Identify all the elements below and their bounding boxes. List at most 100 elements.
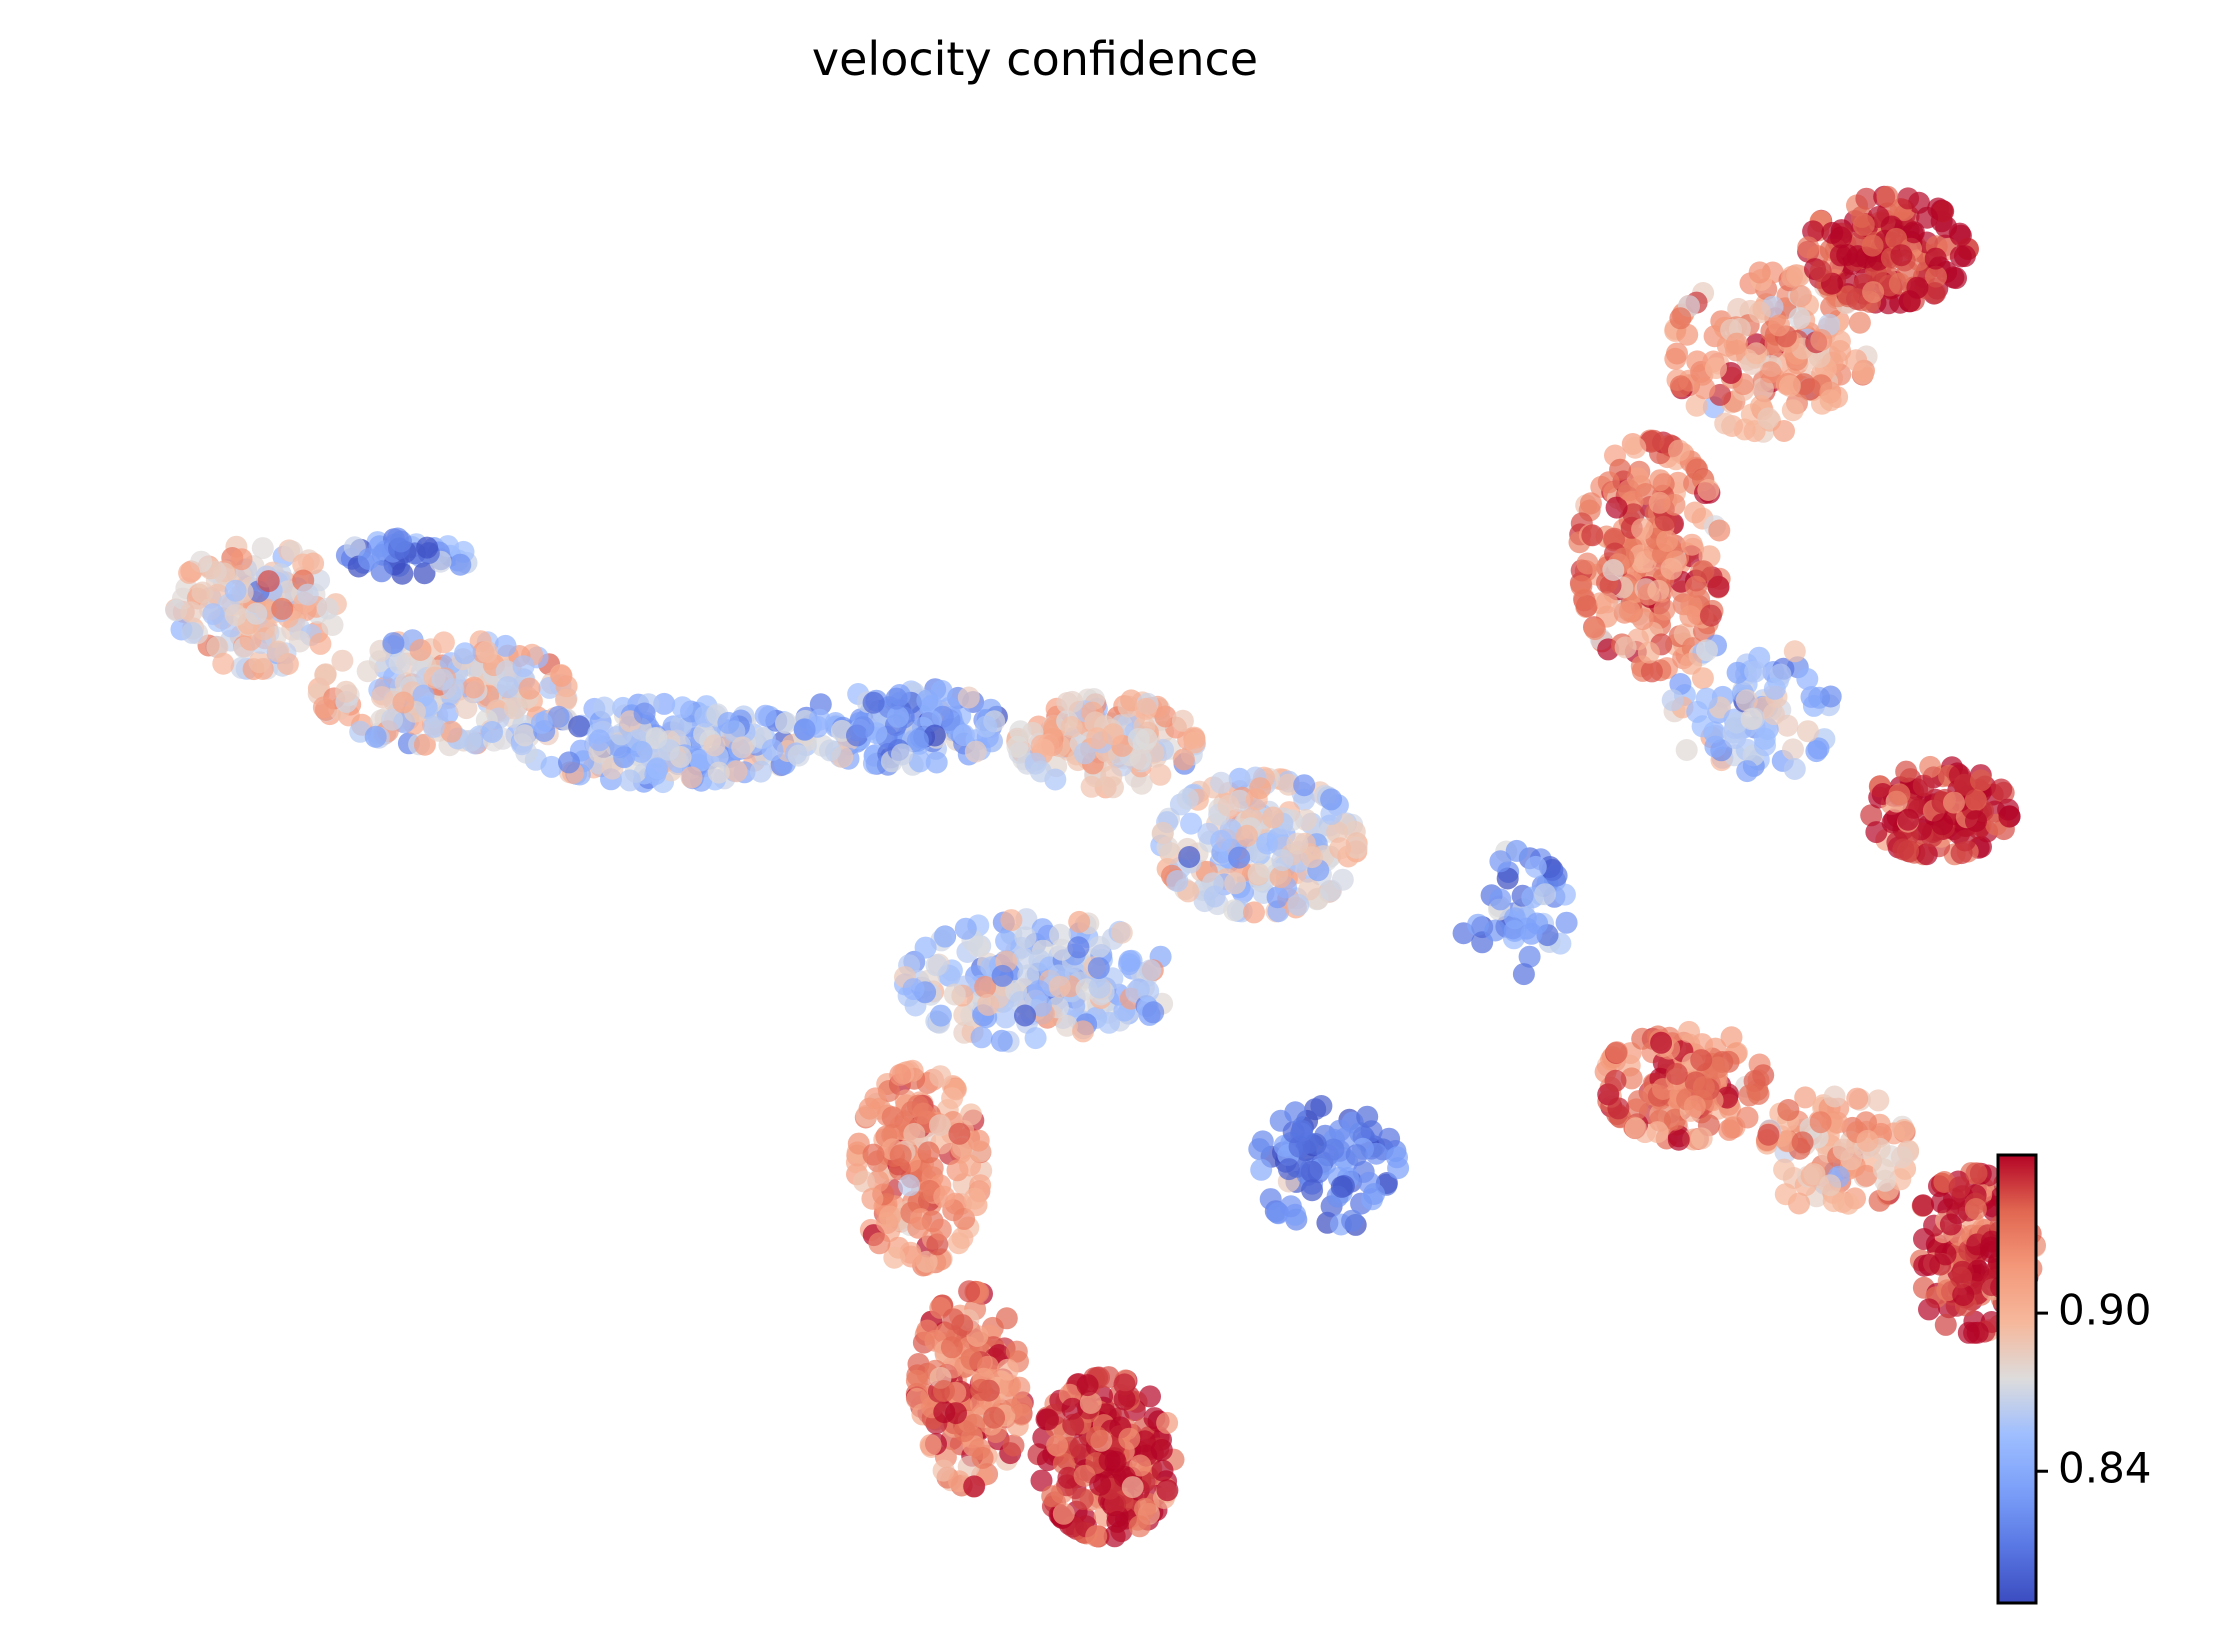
scatter-point: [1918, 1253, 1940, 1276]
scatter-point: [513, 724, 536, 747]
scatter-point: [1727, 297, 1750, 320]
scatter-point: [1708, 519, 1731, 542]
scatter-point: [1061, 1397, 1084, 1420]
scatter-point: [952, 724, 975, 747]
scatter-point: [1031, 918, 1054, 941]
scatter-point: [462, 676, 485, 699]
scatter-point: [1934, 1243, 1957, 1266]
scatter-point: [413, 733, 436, 756]
scatter-point: [1913, 1228, 1935, 1250]
scatter-point: [959, 1154, 981, 1177]
scatter-point: [191, 581, 214, 604]
scatter-point: [953, 1420, 976, 1443]
scatter-point: [971, 1446, 994, 1469]
scatter-point: [1796, 720, 1819, 743]
scatter-point: [1966, 1321, 1989, 1344]
scatter-point: [550, 664, 573, 687]
scatter-point: [1378, 1127, 1401, 1150]
scatter-point: [1100, 765, 1123, 788]
scatter-point: [1930, 1191, 1953, 1214]
scatter-point: [908, 750, 931, 773]
scatter-point: [933, 1380, 955, 1402]
scatter-point: [929, 1065, 952, 1088]
scatter-point: [1762, 703, 1785, 726]
scatter-point: [1570, 575, 1593, 597]
scatter-point: [964, 740, 987, 763]
scatter-point: [1998, 805, 2021, 828]
scatter-point: [1819, 685, 1842, 708]
scatter-point: [925, 954, 948, 977]
scatter-point: [1897, 808, 1920, 831]
scatter-point: [1624, 1117, 1647, 1140]
scatter-point: [1867, 1089, 1890, 1112]
scatter-point: [1934, 1313, 1957, 1336]
scatter-point: [1104, 1450, 1127, 1473]
scatter-point: [370, 686, 393, 709]
scatter-point: [1925, 265, 1947, 288]
scatter-point: [853, 1170, 875, 1193]
scatter-point: [1575, 595, 1598, 618]
scatter-point: [364, 725, 387, 748]
scatter-point: [731, 736, 754, 759]
scatter-point: [1322, 1138, 1345, 1161]
scatter-point: [1759, 361, 1782, 384]
scatter-point: [1048, 975, 1071, 998]
scatter-point: [970, 1378, 993, 1401]
scatter-point: [224, 604, 247, 627]
scatter-point: [1679, 605, 1702, 628]
scatter-point: [787, 744, 810, 767]
scatter-point: [1915, 843, 1938, 866]
scatter-point: [1892, 838, 1915, 861]
scatter-point: [388, 652, 411, 675]
scatter-point: [1129, 1454, 1152, 1477]
scatter-point: [1631, 518, 1654, 541]
scatter-point: [1104, 1493, 1127, 1515]
scatter-point: [889, 1063, 912, 1086]
scatter-point: [1243, 901, 1265, 924]
scatter-point: [449, 553, 472, 576]
scatter-point: [1489, 850, 1512, 873]
scatter-point: [1166, 870, 1189, 892]
scatter-point: [958, 1280, 981, 1303]
scatter-point: [440, 720, 463, 743]
scatter-point: [1667, 1128, 1690, 1151]
scatter-point: [1345, 836, 1368, 859]
scatter-point: [1919, 755, 1942, 778]
scatter-point: [316, 597, 339, 620]
scatter-point: [271, 597, 294, 620]
scatter-point: [1725, 332, 1748, 355]
scatter-point: [1826, 1111, 1849, 1134]
scatter-point: [1803, 1163, 1826, 1186]
scatter-point: [1291, 1119, 1314, 1142]
scatter-point: [1924, 247, 1947, 270]
scatter-point: [331, 649, 354, 672]
scatter-point: [1137, 980, 1160, 1003]
scatter-point: [1597, 471, 1620, 494]
scatter-point: [1705, 357, 1727, 380]
scatter-point: [707, 761, 730, 784]
scatter-point: [941, 1087, 964, 1110]
scatter-point: [1796, 668, 1819, 690]
scatter-point: [1085, 1426, 1108, 1449]
scatter-point: [1697, 479, 1720, 501]
scatter-point: [1789, 285, 1812, 307]
scatter-point: [1236, 824, 1258, 847]
scatter-point: [1000, 909, 1023, 932]
scatter-point: [1856, 1129, 1879, 1152]
scatter-point: [966, 1325, 989, 1347]
scatter-point: [932, 1459, 955, 1482]
scatter-point: [1605, 1041, 1628, 1064]
scatter-point: [868, 1232, 891, 1255]
scatter-point: [213, 562, 236, 585]
scatter-point: [983, 1406, 1006, 1429]
scatter-point: [1720, 1026, 1743, 1049]
scatter-point: [1753, 727, 1776, 750]
scatter-point: [852, 716, 875, 739]
scatter-point: [613, 746, 636, 769]
scatter-point: [862, 1143, 885, 1166]
scatter-point: [1139, 959, 1162, 982]
scatter-point: [1897, 187, 1920, 210]
scatter-point: [1624, 436, 1647, 459]
scatter-point: [518, 677, 541, 700]
